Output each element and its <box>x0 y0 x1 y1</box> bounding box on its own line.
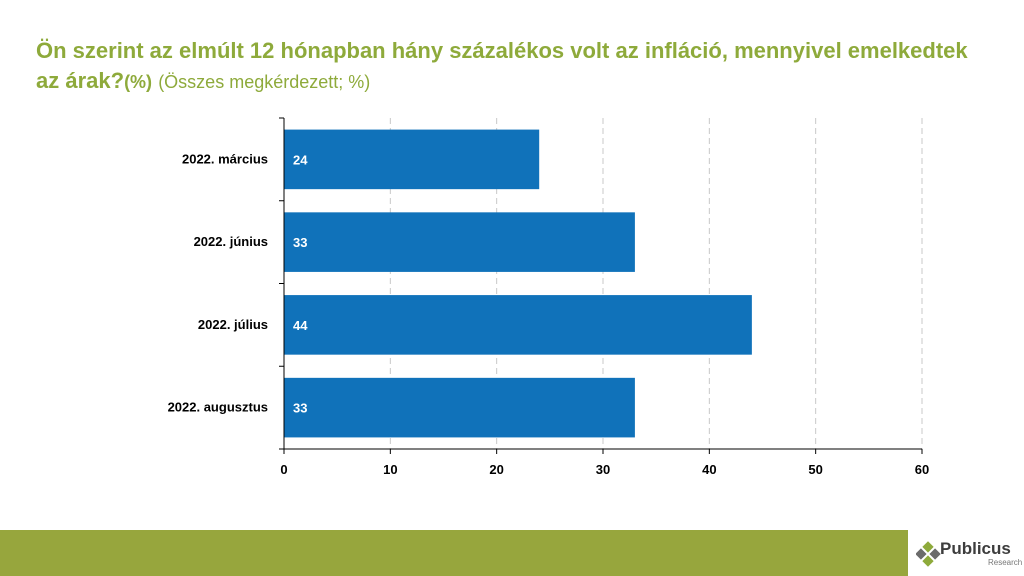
chart-title-unit: (%) <box>124 72 153 92</box>
bar <box>284 295 752 355</box>
bar <box>284 129 540 190</box>
category-label: 2022. július <box>198 317 268 332</box>
footer-bar <box>0 530 908 576</box>
category-label: 2022. június <box>194 234 268 249</box>
data-label: 33 <box>293 401 307 416</box>
chart-subtitle: (Összes megkérdezett; %) <box>158 72 371 92</box>
chart-title-main: Ön szerint az elmúlt 12 hónapban hány sz… <box>36 38 968 93</box>
logo-name: Publicus <box>940 539 1011 558</box>
bar-chart: 2022. március 24 2022. június 33 2022. júliu… <box>168 117 929 477</box>
logo-subtitle: Research <box>988 558 1023 567</box>
chart-title: Ön szerint az elmúlt 12 hónapban hány sz… <box>36 36 996 97</box>
category-label: 2022. augusztus <box>168 400 268 415</box>
category-label: 2022. március <box>182 151 268 166</box>
bar <box>284 212 635 272</box>
x-tick-label: 10 <box>383 462 397 477</box>
x-tick-label: 20 <box>489 462 503 477</box>
data-label: 24 <box>293 152 308 167</box>
bar <box>284 377 635 438</box>
x-tick-label: 0 <box>280 462 287 477</box>
data-label: 44 <box>293 318 308 333</box>
x-tick-label: 60 <box>915 462 929 477</box>
publicus-logo-icon <box>916 541 941 567</box>
x-tick-label: 40 <box>702 462 716 477</box>
x-tick-label: 30 <box>596 462 610 477</box>
data-label: 33 <box>293 235 307 250</box>
x-tick-label: 50 <box>808 462 822 477</box>
